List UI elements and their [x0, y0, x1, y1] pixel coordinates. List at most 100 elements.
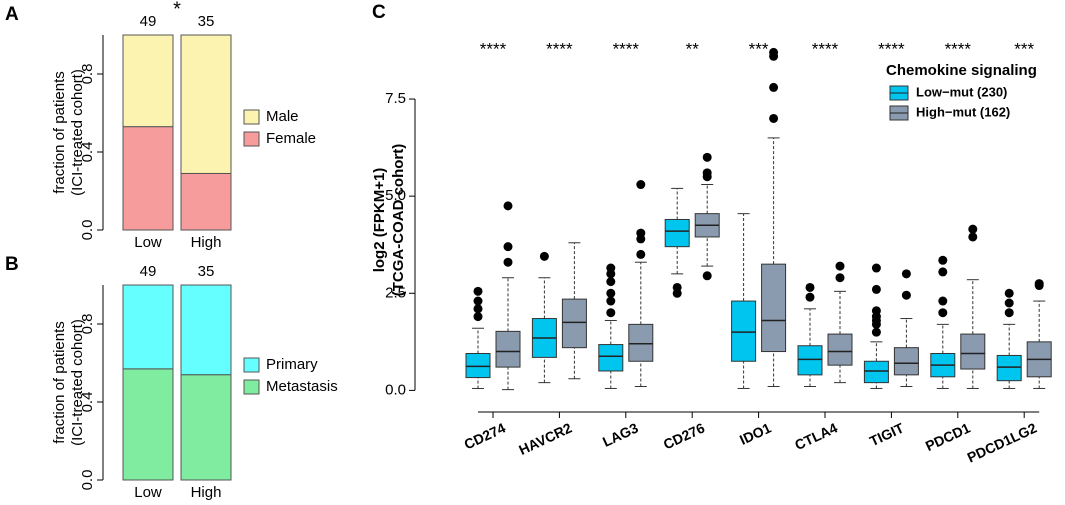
outlier [503, 242, 513, 252]
y-axis-label: fraction of patients [51, 321, 68, 444]
y-axis-label: (TCGA-COAD cohort) [390, 144, 407, 296]
x-tick-label: PDCD1 [923, 419, 973, 454]
significance: **** [878, 39, 905, 58]
box [465, 352, 491, 379]
outlier [473, 286, 483, 296]
legend-swatch [243, 357, 260, 373]
bar-segment [122, 368, 174, 481]
significance: **** [480, 39, 507, 58]
outlier [938, 296, 948, 306]
bar-segment [180, 374, 232, 481]
outlier [702, 152, 712, 162]
outlier [805, 282, 815, 292]
outlier [1004, 308, 1014, 318]
outlier [636, 228, 646, 238]
outlier [606, 263, 616, 273]
box [863, 360, 889, 384]
outlier [702, 271, 712, 281]
outlier [606, 288, 616, 298]
outlier [606, 277, 616, 287]
x-tick-label: PDCD1LG2 [965, 419, 1040, 465]
box [561, 298, 587, 349]
x-tick-label: CD276 [661, 419, 707, 452]
y-axis-label: (ICI-treated cohort) [69, 319, 86, 446]
significance: *** [1014, 39, 1034, 58]
legend-label: Male [266, 108, 299, 125]
outlier [871, 306, 881, 316]
panel-label: B [5, 254, 19, 275]
count-label: 35 [198, 13, 215, 30]
outlier [769, 82, 779, 92]
x-tick-label: High [191, 484, 222, 501]
x-tick-label: Low [134, 234, 162, 251]
outlier [473, 304, 483, 314]
outlier [636, 180, 646, 190]
bar-segment [180, 284, 232, 376]
y-tick-label: 2.5 [385, 284, 406, 301]
box [628, 323, 654, 362]
legend-label: Female [266, 130, 316, 147]
legend-swatch [243, 131, 260, 147]
box [731, 300, 757, 362]
box [960, 333, 986, 370]
legend-swatch [243, 109, 260, 125]
box [761, 263, 787, 353]
outlier [835, 261, 845, 271]
y-tick-label: 0.4 [79, 142, 96, 163]
outlier [835, 273, 845, 283]
x-tick-label: Low [134, 484, 162, 501]
x-tick-label: CTLA4 [792, 419, 840, 453]
panel-label: A [5, 4, 19, 25]
outlier [901, 290, 911, 300]
x-tick-label: CD274 [462, 419, 508, 452]
y-axis-label: (ICI-treated cohort) [69, 69, 86, 196]
bar-segment [122, 284, 174, 370]
box [827, 333, 853, 366]
outlier [473, 312, 483, 322]
y-tick-label: 7.5 [385, 90, 406, 107]
outlier [672, 282, 682, 292]
significance: ** [686, 39, 700, 58]
outlier [938, 267, 948, 277]
legend-title: Chemokine signaling [886, 62, 1037, 79]
y-tick-label: 0.8 [79, 314, 96, 335]
outlier [1004, 298, 1014, 308]
bar-segment [122, 126, 174, 231]
bar-segment [180, 172, 232, 231]
significance: **** [546, 39, 573, 58]
outlier [871, 327, 881, 337]
legend-label: High−mut (162) [916, 104, 1010, 119]
outlier [636, 249, 646, 259]
outlier [901, 269, 911, 279]
legend-label: Primary [266, 356, 318, 373]
outlier [503, 201, 513, 211]
x-tick-label: High [191, 234, 222, 251]
significance: **** [812, 39, 839, 58]
y-axis-label: log2 (FPKM+1) [371, 168, 388, 273]
outlier [606, 296, 616, 306]
x-tick-label: IDO1 [737, 419, 774, 447]
significance: *** [749, 39, 769, 58]
significance: **** [945, 39, 972, 58]
count-label: 49 [140, 263, 157, 280]
outlier [769, 47, 779, 57]
y-axis-label: fraction of patients [51, 71, 68, 194]
box [797, 345, 823, 376]
outlier [503, 257, 513, 267]
legend-label: Metastasis [266, 378, 338, 395]
outlier [968, 224, 978, 234]
box [664, 218, 690, 248]
y-tick-label: 0.8 [79, 64, 96, 85]
outlier [968, 232, 978, 242]
panel-label: C [372, 2, 386, 23]
y-tick-label: 5.0 [385, 187, 406, 204]
outlier [805, 292, 815, 302]
bar-segment [122, 34, 174, 128]
outlier [473, 296, 483, 306]
y-tick-label: 0.0 [385, 381, 406, 398]
y-tick-label: 0.0 [79, 470, 96, 491]
outlier [938, 255, 948, 265]
x-tick-label: LAG3 [600, 419, 641, 449]
outlier [702, 168, 712, 178]
bar-segment [180, 34, 232, 174]
